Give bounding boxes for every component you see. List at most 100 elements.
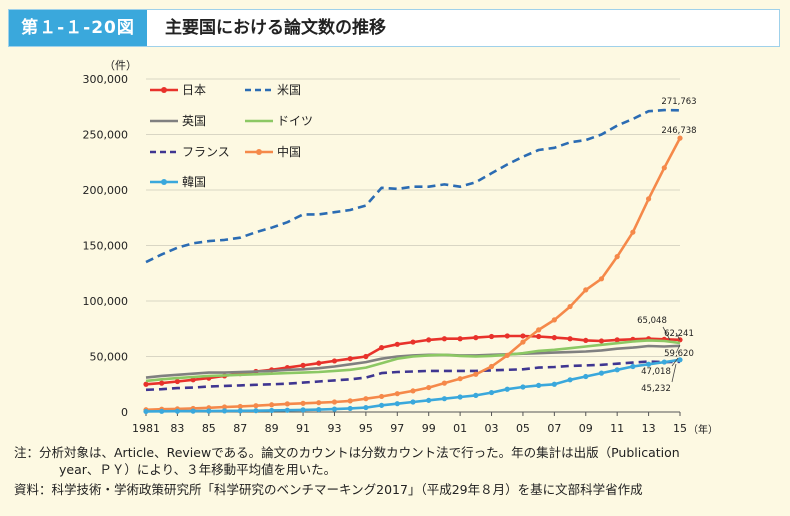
data-point-日本 <box>567 336 573 342</box>
y-axis-unit-label: （件） <box>104 59 137 72</box>
data-point-日本 <box>300 362 306 368</box>
legend-label-韓国: 韓国 <box>182 175 206 189</box>
series-line-米国 <box>145 108 681 264</box>
data-point-韓国 <box>300 407 306 413</box>
data-point-中国 <box>504 352 510 358</box>
data-point-中国 <box>488 363 495 370</box>
leader-line <box>671 357 679 367</box>
data-point-日本 <box>143 381 149 387</box>
data-point-日本 <box>536 333 542 340</box>
data-point-中国 <box>331 399 338 405</box>
data-point-日本 <box>488 333 495 340</box>
data-point-中国 <box>536 327 542 333</box>
data-point-韓国 <box>457 394 463 400</box>
data-point-中国 <box>363 396 369 402</box>
value-label-ドイツ: 62,241 <box>664 329 694 339</box>
data-point-韓国 <box>253 408 259 414</box>
y-tick-label: 50,000 <box>90 351 129 364</box>
data-point-中国 <box>645 196 652 202</box>
data-point-韓国 <box>536 382 542 388</box>
legend-label-英国: 英国 <box>182 114 206 128</box>
legend-label-米国: 米国 <box>277 83 301 97</box>
data-point-中国 <box>316 400 322 406</box>
data-point-日本 <box>457 336 463 342</box>
y-tick-label: 0 <box>121 406 128 419</box>
data-point-中国 <box>269 402 275 408</box>
data-point-韓国 <box>583 373 589 380</box>
data-point-中国 <box>300 400 306 406</box>
legend-label-ドイツ: ドイツ <box>277 114 313 128</box>
data-point-韓国 <box>410 399 416 405</box>
value-label-米国: 271,763 <box>661 97 696 107</box>
x-tick-label: 1981 <box>132 422 160 435</box>
data-point-韓国 <box>143 408 149 415</box>
data-point-韓国 <box>520 384 526 390</box>
data-point-中国 <box>598 276 605 282</box>
x-tick-label: 13 <box>642 422 656 435</box>
data-point-韓国 <box>159 408 165 414</box>
value-label-英国: 59,620 <box>664 349 694 359</box>
x-tick-label: 01 <box>453 422 467 435</box>
legend-label-日本: 日本 <box>182 83 206 97</box>
series-line-フランス <box>145 360 681 392</box>
data-point-韓国 <box>347 405 353 412</box>
x-axis-unit-label: （年） <box>688 423 718 436</box>
data-point-中国 <box>551 317 557 323</box>
data-point-韓国 <box>614 367 620 373</box>
legend-label-中国: 中国 <box>277 144 301 159</box>
data-point-韓国 <box>630 363 636 370</box>
leader-line <box>671 363 677 383</box>
data-point-韓国 <box>551 381 557 387</box>
value-label-中国: 246,738 <box>661 126 696 136</box>
x-tick-label: 95 <box>359 422 373 435</box>
data-point-韓国 <box>473 392 479 398</box>
source-line: 資料：科学技術・学術政策研究所「科学研究のベンチマーキング2017」（平成29年… <box>14 482 643 497</box>
data-point-中国 <box>677 135 683 141</box>
legend-label-フランス: フランス <box>182 145 230 159</box>
x-tick-label: 09 <box>579 422 593 435</box>
data-point-韓国 <box>661 359 667 365</box>
data-point-中国 <box>473 371 479 377</box>
data-point-韓国 <box>394 401 400 407</box>
note-line-2: year、ＰＹ）により、３年移動平均値を用いた。 <box>59 462 337 477</box>
data-point-韓国 <box>677 357 683 363</box>
data-point-中国 <box>394 391 400 397</box>
figure-number-badge: 第１-１-20図 <box>9 10 147 46</box>
data-point-中国 <box>378 393 385 400</box>
figure-title: 主要国における論文数の推移 <box>165 18 386 38</box>
data-point-中国 <box>630 229 636 235</box>
data-point-中国 <box>457 376 463 382</box>
y-tick-label: 150,000 <box>83 240 129 253</box>
data-point-日本 <box>473 335 479 341</box>
x-tick-label: 05 <box>516 422 530 435</box>
data-point-日本 <box>347 356 353 362</box>
data-point-日本 <box>363 353 369 360</box>
data-point-韓国 <box>645 361 652 367</box>
data-point-日本 <box>504 333 510 339</box>
data-point-日本 <box>174 378 181 385</box>
series-line-中国 <box>145 137 682 412</box>
data-point-日本 <box>159 380 165 386</box>
y-tick-label: 200,000 <box>83 184 129 197</box>
y-tick-label: 250,000 <box>83 129 129 142</box>
data-point-日本 <box>378 345 385 351</box>
data-point-韓国 <box>504 386 510 392</box>
data-point-日本 <box>331 358 338 364</box>
y-tick-label: 100,000 <box>83 295 129 308</box>
data-point-日本 <box>520 333 526 339</box>
x-tick-label: 93 <box>327 422 341 435</box>
data-point-中国 <box>347 398 353 404</box>
data-point-中国 <box>410 388 416 394</box>
data-point-韓国 <box>378 402 385 408</box>
x-tick-label: 83 <box>170 422 184 435</box>
data-point-日本 <box>190 377 196 383</box>
value-label-フランス: 45,232 <box>641 384 671 394</box>
data-point-日本 <box>614 337 620 343</box>
data-point-中国 <box>520 339 526 345</box>
data-point-中国 <box>614 254 620 260</box>
data-point-中国 <box>237 403 243 410</box>
data-point-韓国 <box>426 397 432 403</box>
data-point-中国 <box>441 380 448 386</box>
note-line-1: 注：分析対象は、Article、Reviewである。論文のカウントは分数カウント… <box>14 445 680 460</box>
